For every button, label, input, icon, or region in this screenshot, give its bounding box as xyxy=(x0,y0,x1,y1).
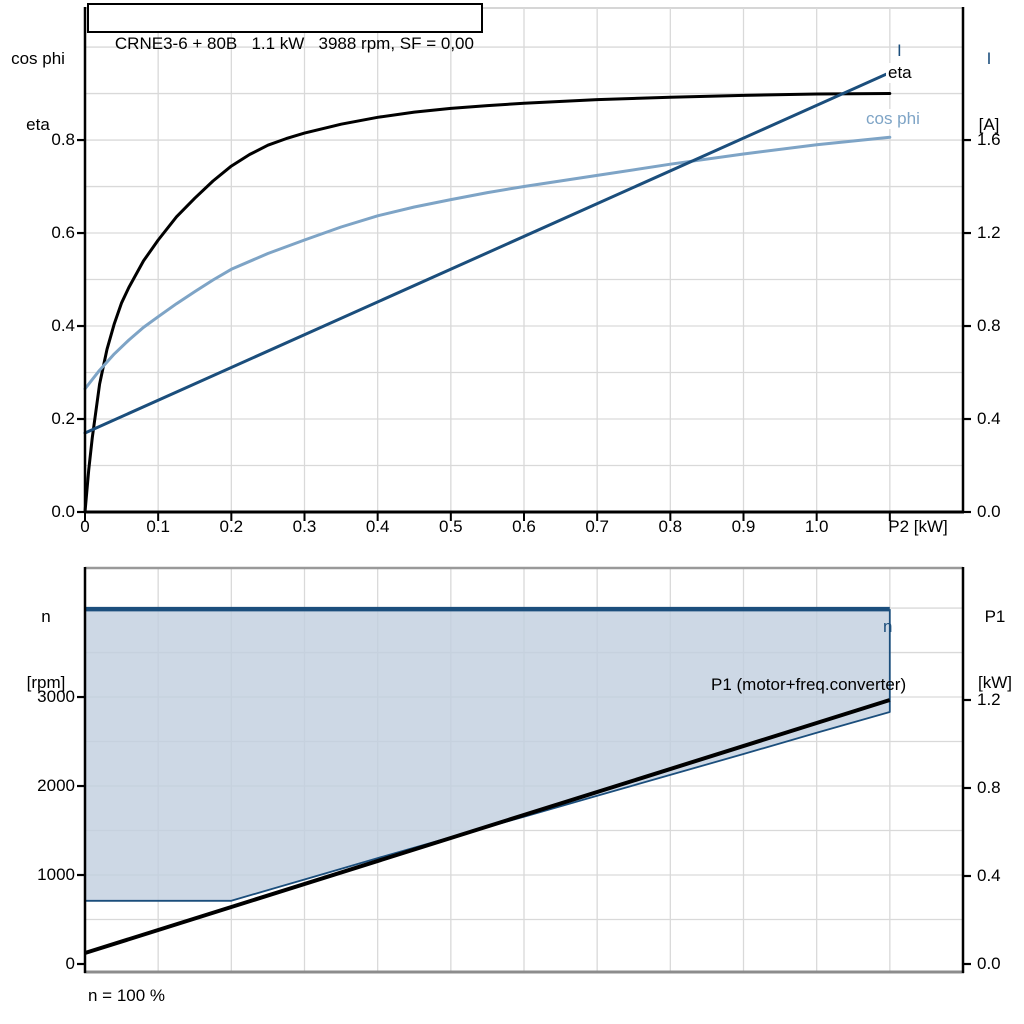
x-tick-label: 0.8 xyxy=(658,517,683,536)
curve-i xyxy=(83,71,892,435)
x-tick-label: 0.2 xyxy=(219,517,244,536)
curve-label-p1: P1 (motor+freq.converter) xyxy=(711,675,907,694)
x-tick-label: 0 xyxy=(80,517,90,536)
curve-label-current: I xyxy=(897,41,902,60)
y-left-tick-label: 0.4 xyxy=(51,316,75,336)
current-axis-title: I xyxy=(986,49,992,68)
x-axis-label-p2: P2 [kW] xyxy=(888,517,948,536)
y-right-tick-label: 1.2 xyxy=(977,223,1001,243)
curve-label-eta: eta xyxy=(886,63,914,83)
speed-axis-title: n xyxy=(41,607,51,626)
ampere-unit-label: [A] xyxy=(978,115,1000,134)
cos-phi-axis-title: cos phi xyxy=(11,49,65,68)
n-tick-label: 0 xyxy=(65,954,75,973)
n-tick-label: 3000 xyxy=(37,687,75,707)
curve-eta xyxy=(83,92,892,514)
chart2-axes xyxy=(77,566,971,974)
p1-axis-title: P1 xyxy=(984,607,1006,626)
chart2-left-axis-title: n [rpm] xyxy=(8,562,84,738)
y-left-tick-label: 0.6 xyxy=(51,223,75,243)
p1-tick-label: 0.8 xyxy=(977,778,1001,797)
x-tick-label: 0.6 xyxy=(512,517,536,536)
kw-unit-label: [kW] xyxy=(978,673,1012,692)
curve-p1-motor-freq-converter- xyxy=(84,698,891,955)
y-right-tick-label: 0.8 xyxy=(977,316,1001,336)
chart-title: CRNE3-6 + 80B 1.1 kW 3988 rpm, SF = 0,00 xyxy=(114,34,474,53)
n-tick-label: 1000 xyxy=(37,865,75,884)
x-tick-label: 0.4 xyxy=(365,517,390,536)
chart2-right-axis-title: P1 [kW] xyxy=(966,562,1024,738)
y-right-tick-label: 0.0 xyxy=(977,502,1001,521)
x-tick-label: 0.5 xyxy=(439,517,463,536)
chart1-curves xyxy=(83,71,892,514)
chart-title-box: CRNE3-6 + 80B 1.1 kW 3988 rpm, SF = 0,00 xyxy=(87,3,483,53)
curve-label-cos-phi: cos phi xyxy=(864,109,922,129)
y-right-tick-label: 0.4 xyxy=(977,409,1001,428)
x-tick-label: 0.7 xyxy=(585,517,609,536)
p1-tick-label: 0.4 xyxy=(977,866,1001,885)
chart1-right-axis-title: I [A] xyxy=(963,4,1015,180)
p1-tick-label: 0.0 xyxy=(977,954,1001,973)
y-left-tick-label: 0.2 xyxy=(51,409,75,428)
chart1-axes xyxy=(77,7,971,521)
speed-footnote: n = 100 % xyxy=(88,986,166,1005)
x-tick-label: 0.1 xyxy=(146,517,170,536)
eta-axis-title: eta xyxy=(26,115,50,134)
chart2-curves xyxy=(84,606,891,955)
y-right-tick-label: 1.6 xyxy=(977,130,1001,150)
n-tick-label: 2000 xyxy=(37,776,75,796)
chart1-gridlines xyxy=(85,7,963,512)
p1-tick-label: 1.2 xyxy=(977,690,1001,709)
curve-cos-phi xyxy=(83,135,892,391)
x-tick-label: 0.3 xyxy=(292,517,317,536)
rpm-unit-label: [rpm] xyxy=(26,673,66,692)
x-tick-label: 0.9 xyxy=(731,517,756,536)
speed-range-area xyxy=(85,609,890,901)
chart1-left-axis-title: cos phi eta xyxy=(4,4,72,180)
curve-label-n: n xyxy=(883,617,893,636)
y-left-tick-label: 0.8 xyxy=(51,130,75,150)
x-tick-label: 1.0 xyxy=(804,517,829,536)
y-left-tick-label: 0.0 xyxy=(51,502,75,521)
